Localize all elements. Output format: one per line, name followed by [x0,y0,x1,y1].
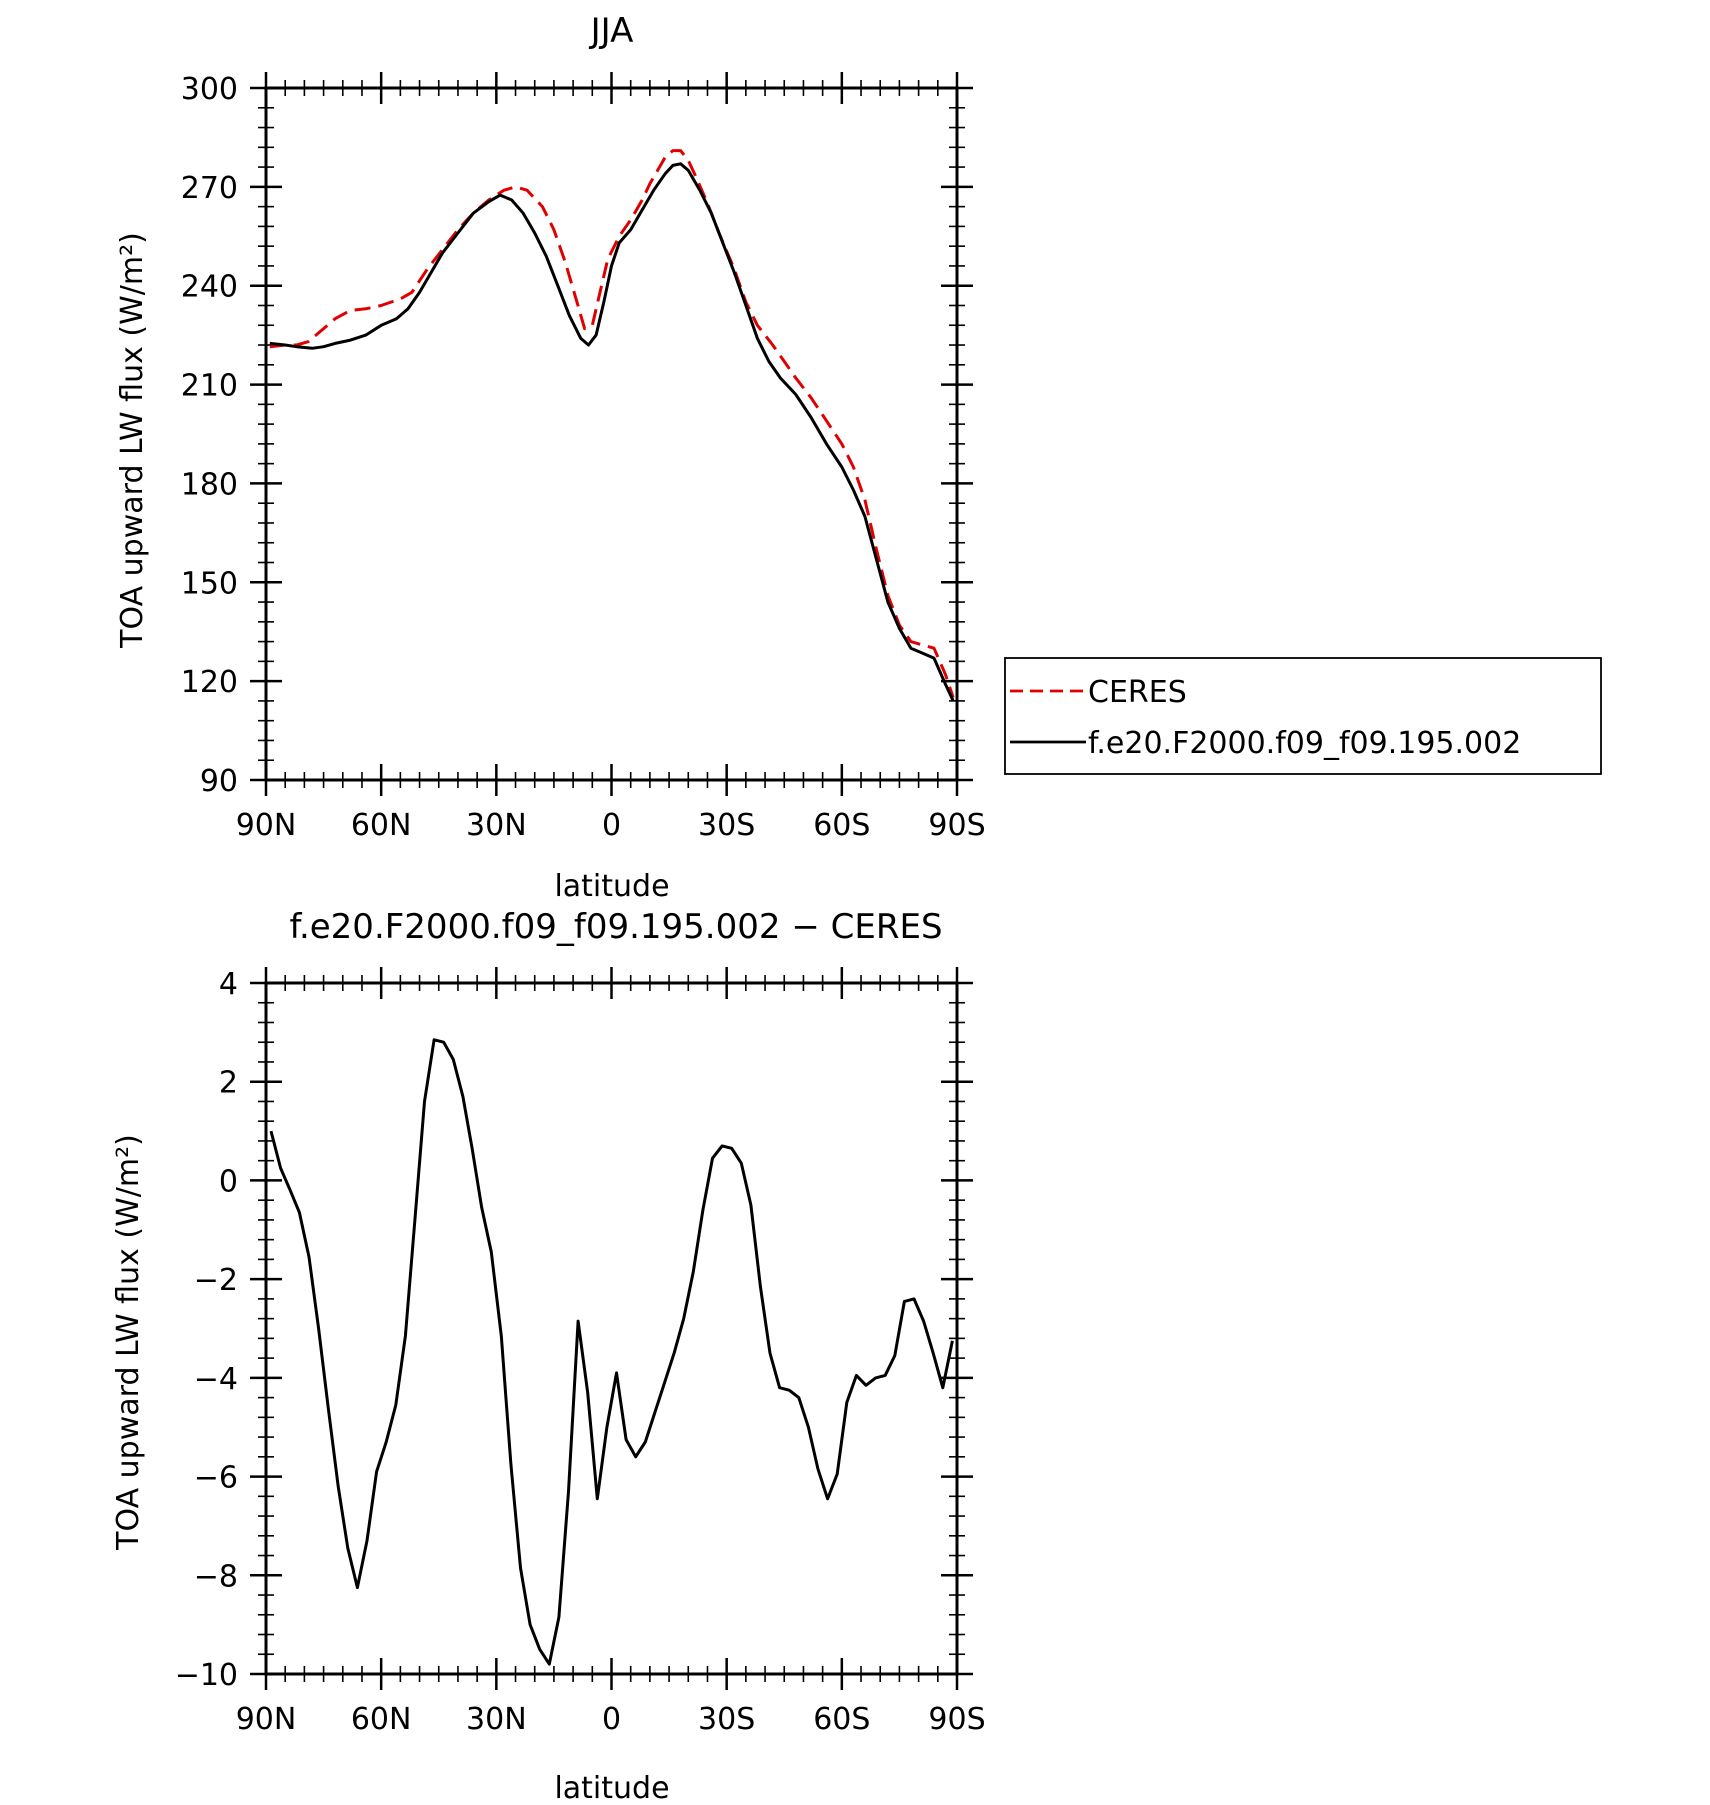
bottom-x-tick-label: 60S [813,1702,870,1737]
top-series-line-1 [269,162,955,702]
bottom-x-tick-label: 30S [698,1702,755,1737]
bottom-x-tick-label: 90N [236,1702,297,1737]
bottom-x-tick-label: 30N [466,1702,527,1737]
bottom-series-line-0 [269,1038,954,1666]
top-y-tick-label: 210 [181,369,238,404]
bottom-panel: f.e20.F2000.f09_f09.195.002 − CERES 90N 6… [111,907,986,1805]
top-x-tick-label: 30S [698,808,755,843]
top-y-tick-label: 120 [181,665,238,700]
bottom-x-tick-label: 0 [602,1702,621,1737]
bottom-y-tick-label: −2 [194,1263,238,1298]
bottom-y-tick-label: −8 [194,1559,238,1594]
bottom-y-tick-label: −10 [175,1658,238,1693]
top-x-tick-label: 90S [928,808,985,843]
top-y-tick-label: 300 [181,72,238,107]
top-x-tick-label: 60S [813,808,870,843]
bottom-y-tick-label: −4 [194,1362,238,1397]
top-x-tick-label: 0 [602,808,621,843]
top-x-axis-label: latitude [554,869,669,904]
top-panel: JJA 90N 60N 30N 0 30S 60S 90S 90 120 150 180 210 240… [115,11,986,904]
top-y-axis-label: TOA upward LW flux (W/m²) [115,232,150,649]
bottom-y-axis-label: TOA upward LW flux (W/m²) [111,1134,146,1551]
legend-label-model: f.e20.F2000.f09_f09.195.002 [1088,726,1521,761]
top-plot-area: 90N 60N 30N 0 30S 60S 90S 90 120 150 180 210 240 270 3… [181,72,986,843]
bottom-plot-frame [264,981,959,1676]
legend: CERES f.e20.F2000.f09_f09.195.002 [1004,657,1602,775]
bottom-plot-title: f.e20.F2000.f09_f09.195.002 − CERES [289,907,942,947]
top-x-tick-label: 90N [236,808,297,843]
top-plot-frame [264,86,959,782]
top-x-tick-label: 30N [466,808,527,843]
top-y-tick-label: 180 [181,467,238,502]
bottom-y-tick-label: 4 [219,967,238,1002]
bottom-x-tick-label: 90S [928,1702,985,1737]
legend-box [1004,657,1602,775]
bottom-y-tick-label: 0 [219,1164,238,1199]
top-series-line-0 [269,149,955,699]
top-plot-title: JJA [589,11,634,51]
top-y-tick-label: 270 [181,171,238,206]
top-x-tick-label: 60N [351,808,412,843]
bottom-y-tick-label: 2 [219,1066,238,1101]
legend-label-ceres: CERES [1088,675,1187,710]
top-y-tick-label: 240 [181,270,238,305]
bottom-x-tick-label: 60N [351,1702,412,1737]
bottom-plot-area: 90N 60N 30N 0 30S 60S 90S −10 −8 −6 −4 −2 0 2 4 [175,967,986,1737]
top-y-tick-label: 150 [181,566,238,601]
bottom-x-axis-label: latitude [554,1771,669,1805]
bottom-y-tick-label: −6 [194,1461,238,1496]
top-y-tick-label: 90 [200,764,238,799]
